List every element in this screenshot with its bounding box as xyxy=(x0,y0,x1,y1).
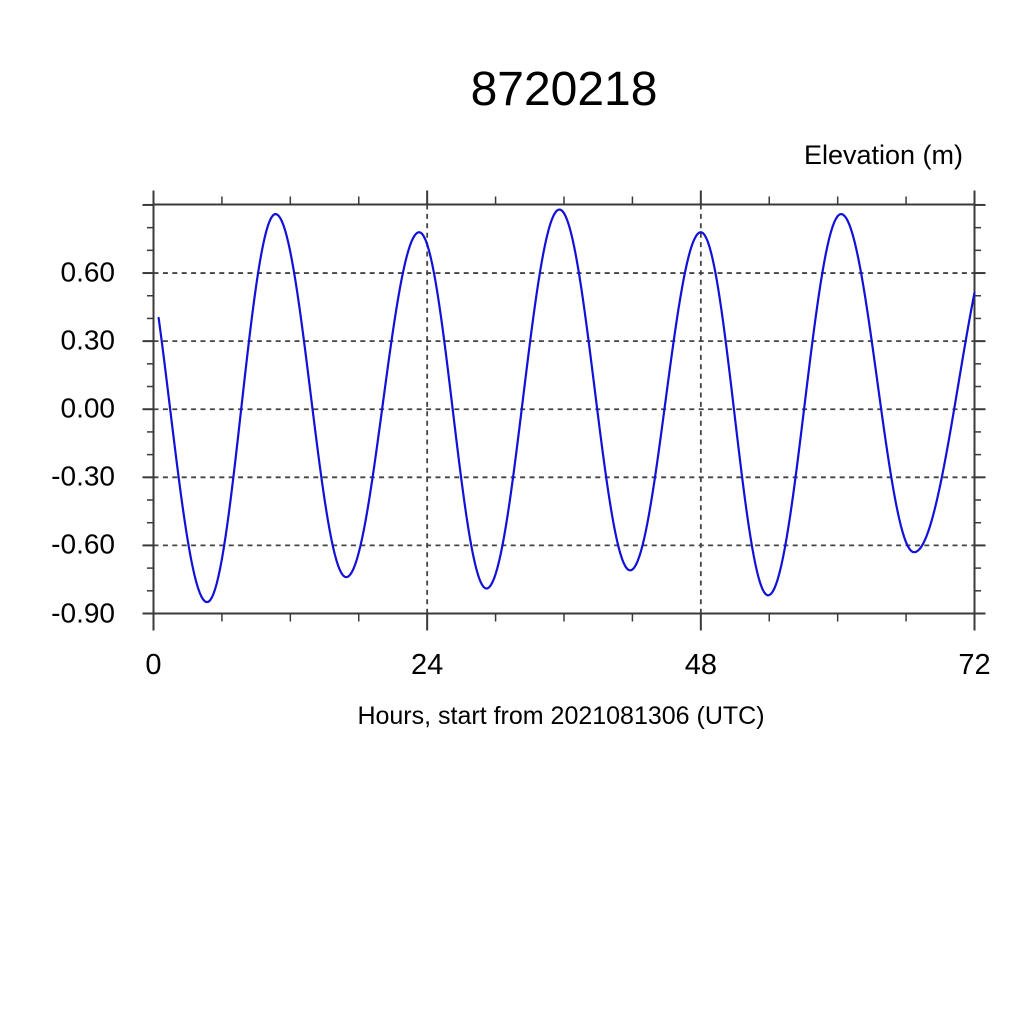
y-tick-label: 0.60 xyxy=(60,256,116,288)
chart-title: 8720218 xyxy=(470,63,658,116)
y-tick-label: 0.30 xyxy=(60,324,116,356)
x-tick-label: 24 xyxy=(411,649,444,681)
x-axis-title: Hours, start from 2021081306 (UTC) xyxy=(357,702,765,730)
x-tick-label: 0 xyxy=(145,649,162,681)
x-tick-label: 72 xyxy=(958,649,991,681)
plot-frame xyxy=(152,203,976,615)
x-tick-label: 48 xyxy=(684,649,717,681)
y-tick-label: -0.60 xyxy=(51,528,115,560)
y-unit-label: Elevation (m) xyxy=(803,140,963,170)
elevation-curve xyxy=(157,208,976,604)
y-tick-label: -0.90 xyxy=(51,596,115,628)
y-tick-label: 0.00 xyxy=(60,392,116,424)
y-tick-label: -0.30 xyxy=(51,460,115,492)
